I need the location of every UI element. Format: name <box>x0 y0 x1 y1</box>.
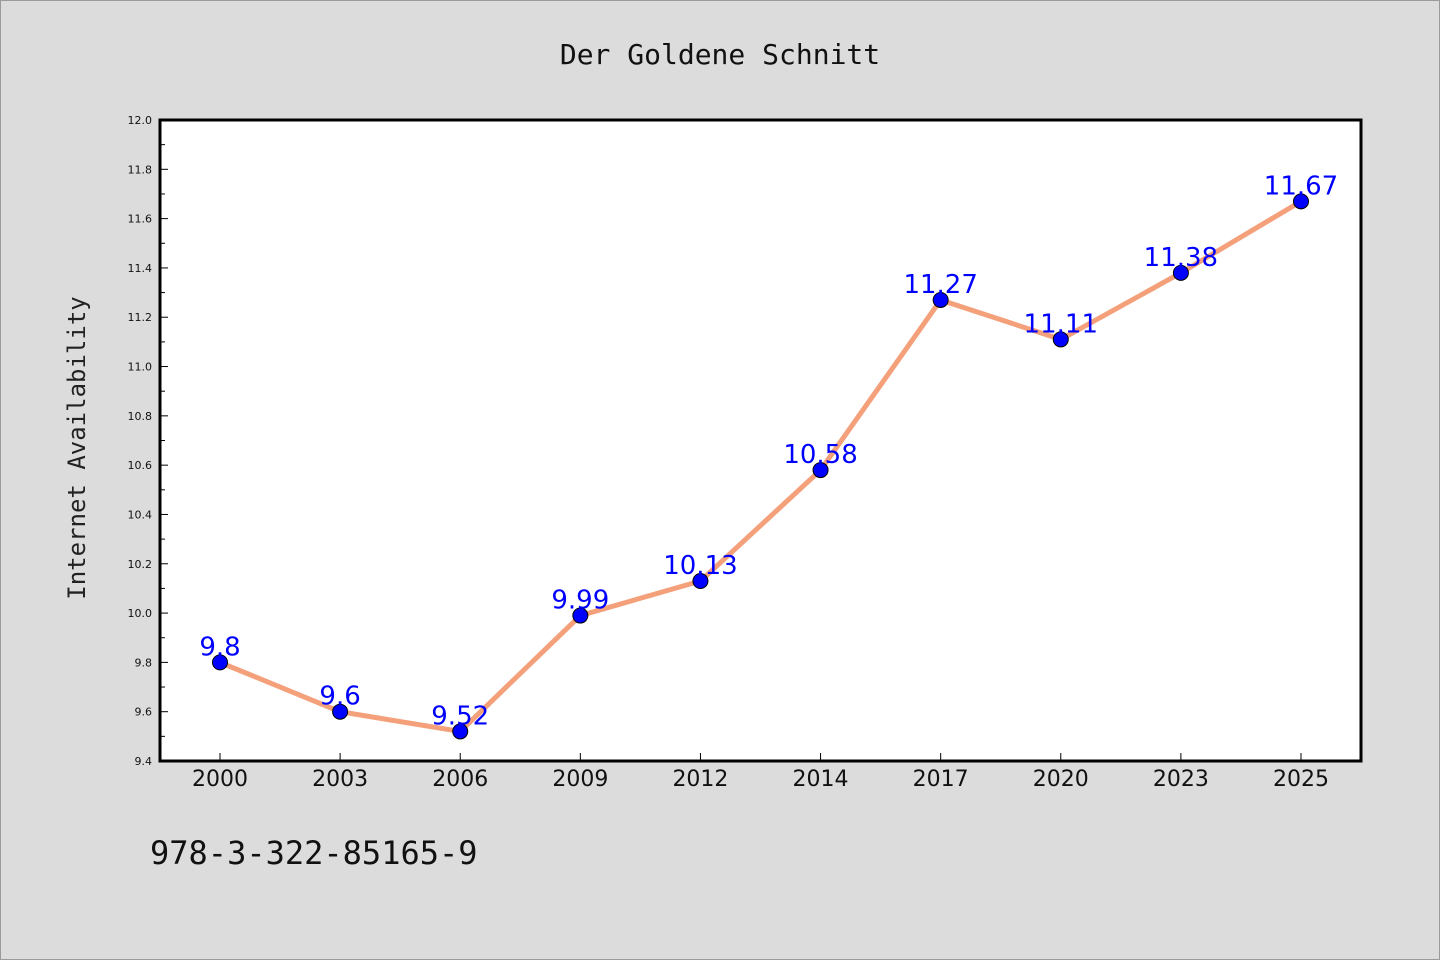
x-tick-label: 2012 <box>672 767 728 792</box>
data-value-label: 9.6 <box>319 682 360 712</box>
y-tick-label: 10.8 <box>128 410 153 423</box>
data-point <box>1293 193 1309 210</box>
y-tick-label: 10.4 <box>128 508 153 521</box>
data-value-label: 9.52 <box>431 701 489 731</box>
y-tick-label: 11.6 <box>128 213 153 226</box>
data-point <box>572 607 589 624</box>
x-tick-label: 2006 <box>432 767 488 792</box>
y-tick-label: 11.2 <box>128 311 153 324</box>
data-value-label: 10.13 <box>663 551 737 581</box>
series-line-group <box>217 198 1304 734</box>
chart-title: Der Goldene Schnitt <box>560 38 880 71</box>
data-labels: 9.8 9.6 9.52 9.99 10.13 10.58 11.27 11.11 11.38 1… <box>199 171 1338 731</box>
y-tick-label: 11.0 <box>128 361 153 374</box>
x-tick-label: 2000 <box>192 767 248 792</box>
y-tick-label: 11.4 <box>128 262 153 275</box>
y-tick-label: 9.6 <box>135 706 153 719</box>
data-point <box>812 462 829 479</box>
data-value-label: 11.67 <box>1264 171 1338 201</box>
isbn-footer: 978-3-322-85165-9 <box>150 834 478 872</box>
x-tick-label: 2020 <box>1033 767 1089 792</box>
data-value-label: 9.99 <box>551 586 609 616</box>
data-point <box>452 723 469 740</box>
x-axis-ticks: 2000 2003 2006 2009 2012 2014 2017 2020 2023 2025 <box>192 753 1329 792</box>
x-tick-label: 2025 <box>1273 767 1329 792</box>
x-tick-label: 2017 <box>913 767 969 792</box>
x-tick-label: 2003 <box>312 767 368 792</box>
y-tick-label: 10.6 <box>128 459 153 472</box>
data-value-label: 11.38 <box>1144 243 1218 273</box>
data-point <box>212 654 228 671</box>
data-value-label: 11.11 <box>1024 309 1098 339</box>
y-tick-label: 11.8 <box>128 163 153 176</box>
data-point <box>332 703 349 720</box>
data-point <box>932 291 949 308</box>
data-value-label: 9.8 <box>199 632 240 662</box>
data-point <box>1172 264 1189 281</box>
series-line <box>217 198 1304 734</box>
y-tick-label: 9.4 <box>135 755 153 768</box>
data-markers <box>212 193 1309 740</box>
data-point <box>1052 331 1069 348</box>
x-tick-label: 2009 <box>552 767 608 792</box>
data-value-label: 10.58 <box>783 440 857 470</box>
y-tick-label: 12.0 <box>128 114 153 127</box>
y-tick-label: 10.0 <box>128 607 153 620</box>
y-tick-label: 9.8 <box>135 656 153 669</box>
plot-area <box>160 120 1361 761</box>
y-tick-label: 10.2 <box>128 558 153 571</box>
plot-border <box>158 118 1363 763</box>
data-value-label: 11.27 <box>903 270 977 300</box>
y-axis-label: Internet Availability <box>63 296 91 599</box>
data-point <box>692 573 709 590</box>
x-tick-label: 2014 <box>793 767 849 792</box>
x-tick-label: 2023 <box>1153 767 1209 792</box>
